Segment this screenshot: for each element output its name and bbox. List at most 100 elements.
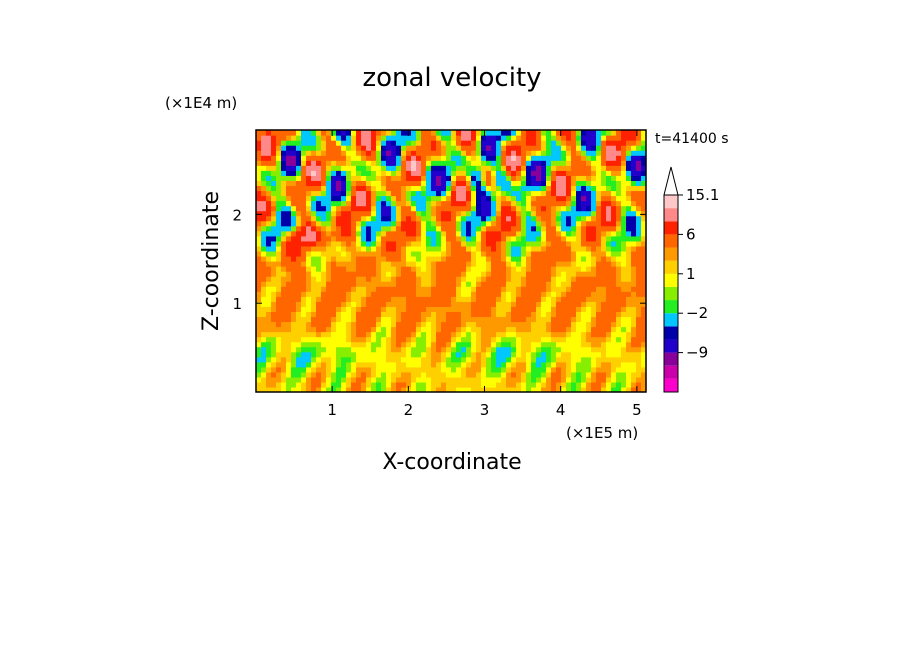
heatmap-cell — [371, 230, 377, 237]
heatmap-cell — [266, 145, 272, 151]
heatmap-cell — [421, 311, 427, 318]
heatmap-cell — [511, 220, 517, 227]
heatmap-cell — [481, 215, 487, 222]
heatmap-cell — [331, 316, 337, 323]
heatmap-cell — [636, 361, 642, 368]
heatmap-cell — [396, 271, 402, 277]
heatmap-cell — [626, 145, 632, 151]
heatmap-cell — [586, 230, 592, 237]
heatmap-cell — [546, 140, 552, 146]
heatmap-cell — [286, 356, 292, 363]
x-tick-label: 1 — [327, 401, 337, 419]
heatmap-cell — [486, 276, 492, 282]
heatmap-cell — [601, 160, 607, 166]
heatmap-cell — [436, 276, 442, 282]
heatmap-cell — [281, 386, 287, 392]
heatmap-cell — [371, 135, 377, 141]
heatmap-cell — [286, 326, 292, 333]
heatmap-cell — [626, 281, 632, 287]
heatmap-cell — [401, 306, 407, 312]
heatmap-cell — [266, 316, 272, 323]
heatmap-cell — [511, 145, 517, 151]
heatmap-cell — [616, 276, 622, 282]
heatmap-cell — [616, 271, 622, 277]
heatmap-cell — [446, 381, 452, 388]
heatmap-cell — [641, 266, 646, 272]
heatmap-cell — [436, 316, 442, 323]
heatmap-cell — [381, 276, 387, 282]
heatmap-cell — [486, 190, 492, 197]
heatmap-cell — [511, 301, 517, 307]
heatmap-cell — [311, 150, 317, 156]
heatmap-cell — [491, 381, 497, 388]
heatmap-cell — [466, 145, 472, 151]
heatmap-cell — [496, 376, 502, 383]
heatmap-cell — [601, 225, 607, 232]
heatmap-cell — [271, 170, 277, 176]
heatmap-cell — [366, 336, 372, 343]
heatmap-cell — [446, 165, 452, 171]
heatmap-cell — [481, 255, 487, 262]
heatmap-cell — [466, 261, 472, 267]
heatmap-cell — [316, 255, 322, 262]
heatmap-cell — [271, 311, 277, 318]
heatmap-cell — [441, 220, 447, 227]
heatmap-cell — [456, 261, 462, 267]
heatmap-cell — [426, 296, 432, 302]
heatmap-cell — [481, 245, 487, 252]
heatmap-cell — [336, 331, 342, 338]
heatmap-cell — [541, 346, 547, 353]
heatmap-cell — [591, 331, 597, 338]
heatmap-cell — [351, 311, 357, 318]
heatmap-cell — [501, 331, 507, 338]
heatmap-cell — [381, 266, 387, 272]
heatmap-cell — [541, 180, 547, 187]
heatmap-cell — [596, 245, 602, 252]
heatmap-cell — [346, 185, 352, 192]
heatmap-cell — [601, 371, 607, 378]
heatmap-cell — [376, 276, 382, 282]
heatmap-cell — [286, 240, 292, 247]
heatmap-cell — [491, 291, 497, 297]
heatmap-cell — [421, 371, 427, 378]
heatmap-cell — [276, 346, 282, 353]
heatmap-cell — [541, 356, 547, 363]
heatmap-cell — [541, 255, 547, 262]
heatmap-cell — [596, 155, 602, 161]
heatmap-cell — [321, 291, 327, 297]
heatmap-cell — [571, 210, 577, 217]
heatmap-cell — [326, 346, 332, 353]
heatmap-cell — [356, 281, 362, 287]
heatmap-cell — [441, 215, 447, 222]
heatmap-cell — [631, 351, 637, 358]
heatmap-cell — [616, 286, 622, 292]
heatmap-cell — [381, 170, 387, 176]
heatmap-cell — [606, 150, 612, 156]
heatmap-cell — [381, 140, 387, 146]
heatmap-cell — [346, 361, 352, 368]
heatmap-cell — [621, 155, 627, 161]
heatmap-cell — [451, 346, 457, 353]
heatmap-cell — [286, 286, 292, 292]
heatmap-cell — [611, 220, 617, 227]
heatmap-cell — [601, 366, 607, 373]
heatmap-cell — [466, 356, 472, 363]
heatmap-cell — [496, 165, 502, 171]
heatmap-cell — [276, 276, 282, 282]
heatmap-cell — [281, 316, 287, 323]
heatmap-cell — [321, 281, 327, 287]
heatmap-cell — [516, 381, 522, 388]
heatmap-cell — [636, 276, 642, 282]
heatmap-cell — [456, 281, 462, 287]
heatmap-cell — [581, 150, 587, 156]
heatmap-cell — [566, 266, 572, 272]
heatmap-cell — [566, 150, 572, 156]
heatmap-cell — [471, 240, 477, 247]
heatmap-cell — [316, 200, 322, 207]
heatmap-cell — [501, 245, 507, 252]
heatmap-cell — [496, 336, 502, 343]
heatmap-cell — [516, 341, 522, 348]
heatmap-cell — [421, 240, 427, 247]
heatmap-cell — [276, 286, 282, 292]
heatmap-cell — [301, 210, 307, 217]
